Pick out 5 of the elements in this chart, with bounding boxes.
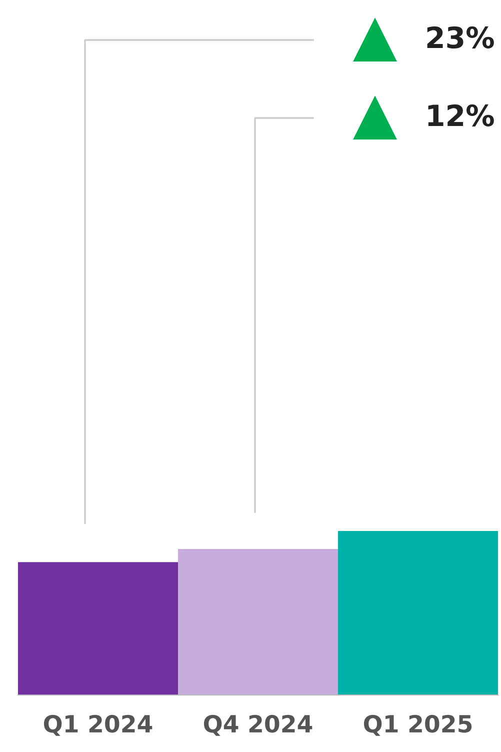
text: 23% — [427, 26, 494, 48]
x-tick-label: Q1 2025 — [364, 714, 472, 736]
x-tick-label: Q1 2024 — [44, 714, 152, 736]
x-tick-label: Q4 2024 — [204, 714, 312, 736]
text: 12% — [428, 104, 494, 126]
